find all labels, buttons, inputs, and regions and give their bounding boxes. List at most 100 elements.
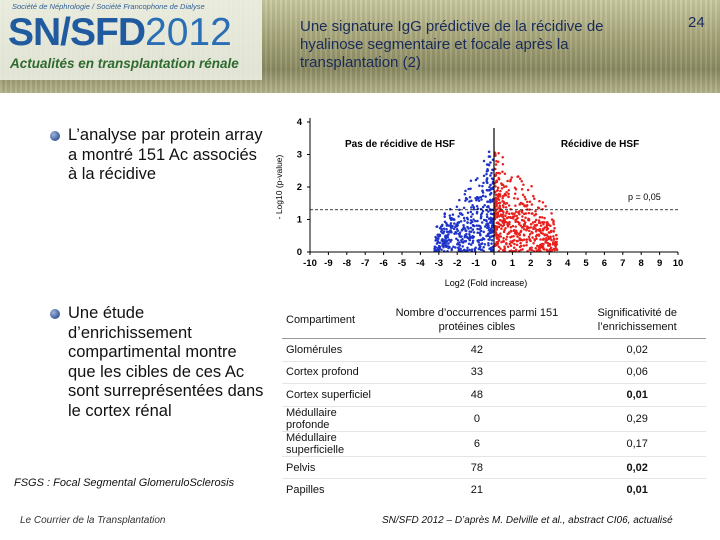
point-recurrence [520, 211, 524, 214]
point-recurrence [542, 222, 545, 226]
point-recurrence [516, 175, 519, 178]
point-recurrence [528, 233, 532, 236]
point-recurrence [527, 229, 531, 232]
point-no-recurrence [455, 228, 459, 231]
y-axis-label: - Log10 (p-value) [274, 154, 284, 219]
logo-year: 2012 [145, 11, 232, 54]
x-axis-label: Log2 (Fold increase) [445, 278, 528, 288]
point-no-recurrence [490, 242, 493, 245]
point-no-recurrence [483, 203, 486, 207]
point-recurrence [514, 210, 518, 214]
point-recurrence [541, 242, 545, 246]
point-recurrence [500, 187, 504, 190]
point-recurrence [499, 223, 502, 227]
point-no-recurrence [482, 218, 486, 222]
point-recurrence [518, 237, 521, 240]
point-no-recurrence [440, 248, 443, 252]
point-recurrence [555, 240, 558, 244]
point-recurrence [513, 212, 516, 216]
point-recurrence [512, 246, 516, 249]
point-recurrence [495, 212, 498, 216]
point-recurrence [552, 237, 556, 241]
point-no-recurrence [445, 228, 448, 231]
point-no-recurrence [438, 233, 441, 236]
point-no-recurrence [466, 221, 469, 224]
point-no-recurrence [485, 172, 488, 176]
point-recurrence [517, 211, 520, 214]
point-recurrence [498, 204, 502, 208]
cell-significance: 0,02 [568, 338, 706, 362]
point-recurrence [527, 226, 530, 230]
cell-compartment: Médullaire superficielle [282, 430, 386, 457]
point-recurrence [519, 241, 522, 245]
point-no-recurrence [464, 249, 467, 252]
point-no-recurrence [468, 236, 472, 240]
point-no-recurrence [454, 246, 457, 249]
point-no-recurrence [442, 246, 445, 249]
point-recurrence [506, 225, 510, 228]
point-recurrence [552, 229, 555, 233]
point-recurrence [505, 242, 508, 245]
point-recurrence [518, 203, 522, 206]
point-no-recurrence [480, 221, 484, 224]
volcano-plot: p = 0,05 -10 -9 -8 -7 -6 -5 -4 -3 -2 -1 0 1 2 3 4 5 6 7 8 9 1… [270, 114, 700, 294]
point-recurrence [496, 213, 500, 217]
point-recurrence [498, 194, 502, 198]
point-recurrence [499, 235, 503, 238]
point-recurrence [534, 218, 538, 222]
cell-significance: 0,01 [568, 478, 706, 501]
y-tick-label: 4 [297, 117, 303, 128]
point-no-recurrence [436, 246, 440, 250]
point-no-recurrence [437, 235, 440, 239]
point-no-recurrence [476, 231, 479, 234]
point-recurrence [555, 248, 559, 251]
point-recurrence [497, 238, 501, 242]
point-recurrence [530, 203, 534, 206]
point-recurrence [509, 226, 513, 229]
point-recurrence [516, 235, 519, 238]
point-recurrence [507, 204, 511, 207]
point-no-recurrence [490, 248, 494, 252]
point-no-recurrence [477, 241, 480, 244]
point-no-recurrence [479, 229, 483, 233]
point-recurrence [548, 244, 551, 247]
table-row: Cortex superficiel 48 0,01 [282, 383, 706, 407]
point-recurrence [514, 204, 517, 208]
point-no-recurrence [480, 198, 483, 201]
x-tick-label: -4 [416, 258, 425, 269]
point-recurrence [542, 221, 546, 224]
point-recurrence [522, 244, 526, 247]
point-recurrence [544, 241, 547, 244]
point-no-recurrence [484, 218, 488, 222]
point-no-recurrence [451, 224, 454, 228]
point-recurrence [502, 205, 505, 209]
point-no-recurrence [489, 174, 492, 177]
point-recurrence [503, 172, 507, 175]
point-recurrence [551, 241, 555, 244]
point-no-recurrence [461, 228, 464, 231]
point-recurrence [545, 228, 549, 232]
point-recurrence [494, 242, 497, 246]
point-no-recurrence [458, 241, 461, 244]
point-no-recurrence [463, 192, 467, 196]
point-no-recurrence [481, 209, 485, 213]
point-recurrence [501, 220, 504, 223]
point-no-recurrence [480, 238, 484, 242]
point-no-recurrence [488, 229, 492, 232]
point-recurrence [497, 207, 500, 210]
cell-count: 42 [385, 338, 569, 362]
x-tick-label: 1 [510, 258, 516, 269]
point-no-recurrence [458, 198, 461, 202]
point-recurrence [522, 234, 526, 237]
point-recurrence [538, 229, 541, 233]
cell-significance: 0,01 [568, 383, 706, 407]
point-no-recurrence [443, 242, 447, 245]
point-no-recurrence [438, 245, 442, 249]
point-recurrence [537, 246, 541, 250]
point-recurrence [504, 221, 508, 224]
point-recurrence [525, 228, 529, 231]
point-no-recurrence [441, 237, 444, 241]
point-no-recurrence [485, 177, 489, 180]
point-recurrence [494, 153, 497, 156]
point-no-recurrence [488, 221, 492, 224]
